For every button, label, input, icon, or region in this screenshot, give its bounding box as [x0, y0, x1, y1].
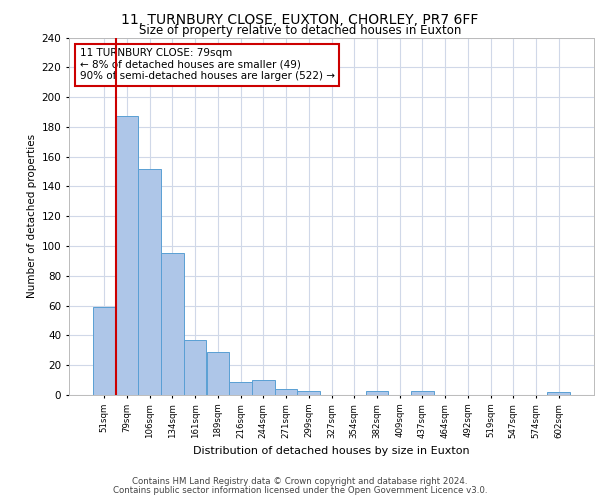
Bar	[547, 392, 570, 395]
Bar	[139, 168, 161, 395]
Bar	[116, 116, 139, 395]
Text: Size of property relative to detached houses in Euxton: Size of property relative to detached ho…	[139, 24, 461, 37]
Bar	[275, 389, 298, 395]
Text: 11 TURNBURY CLOSE: 79sqm
← 8% of detached houses are smaller (49)
90% of semi-de: 11 TURNBURY CLOSE: 79sqm ← 8% of detache…	[79, 48, 335, 82]
Bar	[184, 340, 206, 395]
Y-axis label: Number of detached properties: Number of detached properties	[28, 134, 37, 298]
Bar	[93, 307, 116, 395]
Bar	[161, 254, 184, 395]
Bar	[411, 390, 434, 395]
Bar	[298, 390, 320, 395]
Bar	[229, 382, 252, 395]
Bar	[365, 390, 388, 395]
Text: 11, TURNBURY CLOSE, EUXTON, CHORLEY, PR7 6FF: 11, TURNBURY CLOSE, EUXTON, CHORLEY, PR7…	[121, 12, 479, 26]
Bar	[252, 380, 275, 395]
X-axis label: Distribution of detached houses by size in Euxton: Distribution of detached houses by size …	[193, 446, 470, 456]
Text: Contains HM Land Registry data © Crown copyright and database right 2024.: Contains HM Land Registry data © Crown c…	[132, 477, 468, 486]
Bar	[206, 352, 229, 395]
Text: Contains public sector information licensed under the Open Government Licence v3: Contains public sector information licen…	[113, 486, 487, 495]
